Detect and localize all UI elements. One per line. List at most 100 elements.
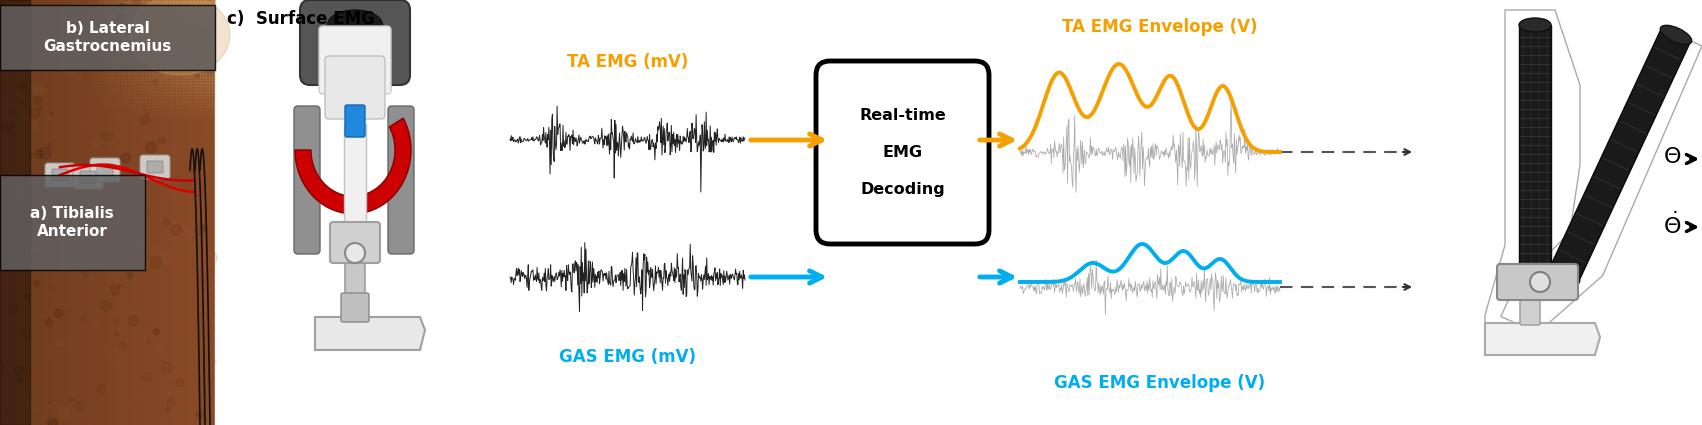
Bar xyxy=(80,122,83,125)
Bar xyxy=(174,89,175,92)
Circle shape xyxy=(128,272,133,278)
Bar xyxy=(151,53,155,56)
Bar xyxy=(194,71,197,74)
Bar xyxy=(53,0,56,425)
Bar xyxy=(123,89,124,92)
Bar xyxy=(179,8,182,11)
Bar xyxy=(140,59,143,62)
Bar xyxy=(213,107,214,110)
Circle shape xyxy=(150,244,160,255)
Bar xyxy=(100,44,104,47)
Bar xyxy=(128,38,131,41)
Bar xyxy=(209,5,213,8)
Bar xyxy=(99,35,100,38)
Bar xyxy=(209,74,213,77)
Bar xyxy=(175,38,179,41)
Bar xyxy=(175,47,179,50)
Bar xyxy=(116,119,119,122)
Bar xyxy=(119,113,123,116)
Bar xyxy=(170,59,174,62)
Text: a) Tibialis
Anterior: a) Tibialis Anterior xyxy=(31,206,114,239)
Bar xyxy=(167,80,170,83)
Bar xyxy=(191,89,194,92)
Bar xyxy=(162,107,163,110)
Circle shape xyxy=(109,67,112,71)
Bar xyxy=(136,20,140,23)
Bar xyxy=(124,41,128,44)
FancyBboxPatch shape xyxy=(0,175,145,270)
Bar xyxy=(124,86,128,89)
Bar xyxy=(131,119,134,122)
Bar xyxy=(203,113,206,116)
Bar xyxy=(162,17,163,20)
Bar xyxy=(203,5,206,8)
Bar xyxy=(116,95,119,98)
Bar xyxy=(203,14,206,17)
Bar xyxy=(100,23,104,26)
Bar xyxy=(131,77,134,80)
Bar xyxy=(150,41,151,44)
Bar xyxy=(206,104,209,107)
Bar xyxy=(140,47,143,50)
Bar xyxy=(158,98,162,101)
Bar xyxy=(203,23,206,26)
Bar xyxy=(175,86,179,89)
Bar xyxy=(162,86,163,89)
Circle shape xyxy=(41,221,44,224)
Bar xyxy=(136,11,140,14)
Bar xyxy=(191,113,194,116)
Bar xyxy=(146,98,150,101)
Bar xyxy=(112,5,116,8)
Bar xyxy=(206,113,209,116)
Bar xyxy=(170,38,174,41)
Bar xyxy=(124,23,128,26)
Bar xyxy=(182,32,186,35)
Bar xyxy=(107,56,111,59)
Bar xyxy=(92,29,95,32)
Bar xyxy=(179,26,182,29)
Bar xyxy=(187,38,191,41)
Bar xyxy=(213,116,214,119)
Bar xyxy=(194,104,197,107)
Bar xyxy=(146,68,150,71)
Circle shape xyxy=(58,340,65,347)
Bar xyxy=(134,50,136,53)
Bar xyxy=(150,14,151,17)
Circle shape xyxy=(9,172,19,184)
Bar xyxy=(104,95,107,98)
Bar xyxy=(111,11,112,14)
Circle shape xyxy=(201,110,204,113)
Bar xyxy=(124,104,128,107)
Bar xyxy=(89,56,92,59)
Bar xyxy=(124,53,128,56)
Bar xyxy=(203,26,206,29)
Circle shape xyxy=(126,181,134,190)
Bar xyxy=(99,104,100,107)
Circle shape xyxy=(37,106,43,111)
Bar xyxy=(87,23,89,26)
Bar xyxy=(95,17,99,20)
Bar xyxy=(112,65,116,68)
Bar xyxy=(123,110,124,113)
Bar xyxy=(123,38,124,41)
Circle shape xyxy=(27,244,39,256)
Bar xyxy=(116,26,119,29)
Bar xyxy=(123,107,124,110)
Bar xyxy=(100,41,104,44)
Bar xyxy=(100,107,104,110)
Bar xyxy=(128,23,131,26)
Bar xyxy=(158,41,162,44)
Bar xyxy=(124,44,128,47)
Bar xyxy=(143,35,146,38)
Bar xyxy=(213,0,216,425)
Circle shape xyxy=(89,186,92,189)
Bar xyxy=(162,113,163,116)
Bar xyxy=(92,53,95,56)
Bar xyxy=(179,74,182,77)
Bar xyxy=(89,0,92,2)
Bar xyxy=(174,44,175,47)
Bar xyxy=(187,29,191,32)
Bar xyxy=(182,89,186,92)
Bar xyxy=(131,35,134,38)
Bar xyxy=(99,119,100,122)
